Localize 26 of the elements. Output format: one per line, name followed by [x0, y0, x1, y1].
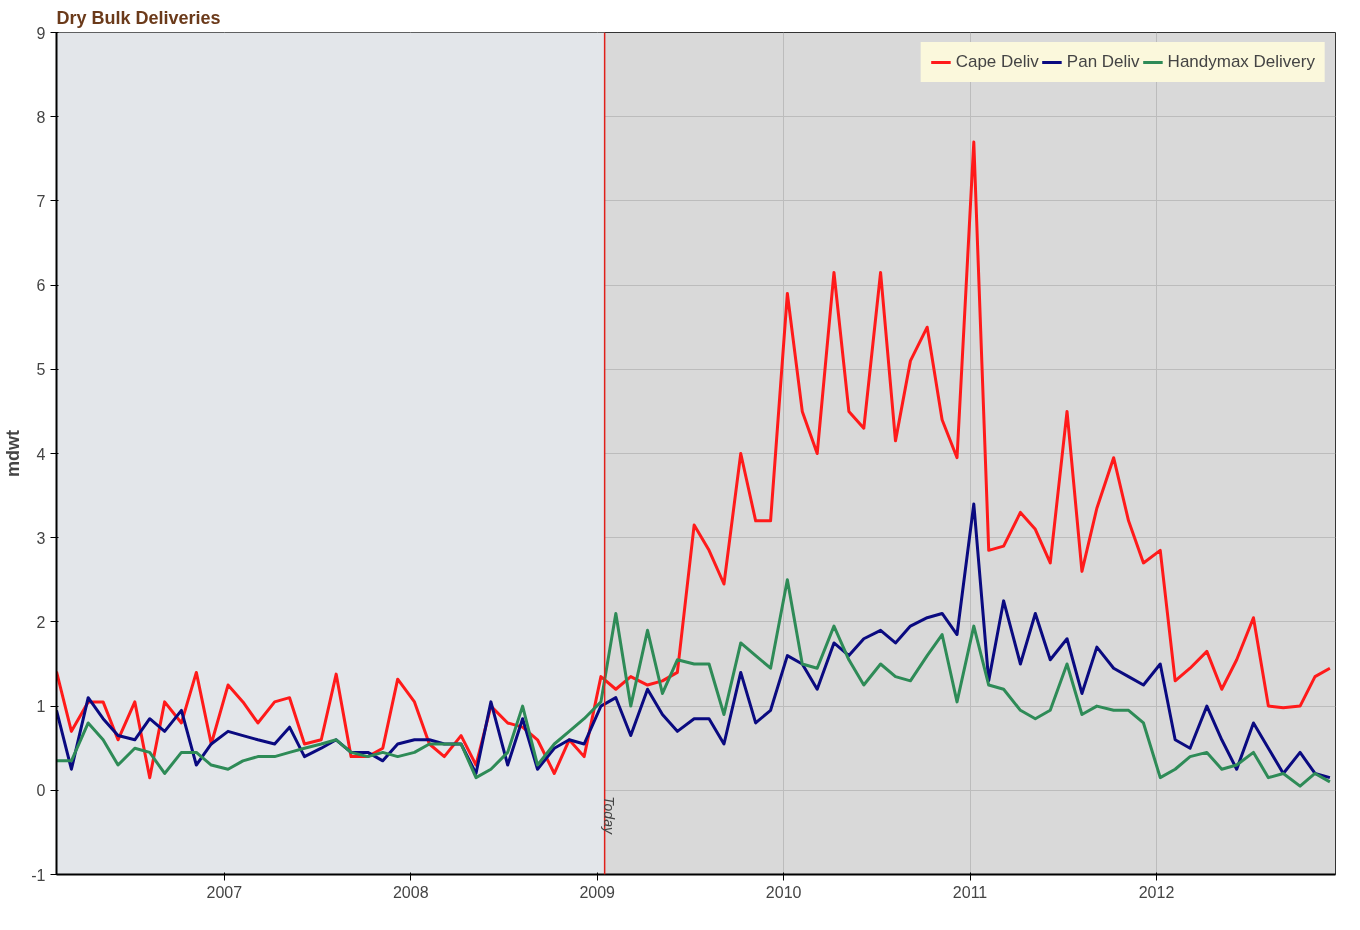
line-series	[56, 502, 1332, 780]
x-tick-label: 2008	[392, 883, 429, 901]
y-tick-label: 7	[36, 192, 46, 210]
y-tick-label: 1	[36, 698, 46, 716]
x-tick-label: 2007	[206, 883, 243, 901]
y-tick-label: 3	[36, 529, 46, 547]
line-series	[56, 578, 1332, 788]
ref-line-label: Today	[600, 796, 617, 835]
line-series	[56, 140, 1332, 780]
y-tick-label: 4	[36, 445, 46, 463]
y-tick-label: 0	[36, 782, 46, 800]
y-tick-label: 2	[36, 613, 46, 631]
x-tick-label: 2009	[579, 883, 616, 901]
x-tick-label: 2012	[1138, 883, 1175, 901]
legend-label: Handymax Delivery	[1167, 52, 1315, 72]
y-tick-label: 8	[36, 108, 46, 126]
legend-label: Pan Deliv	[1066, 52, 1140, 72]
chart-title: Dry Bulk Deliveries	[56, 7, 221, 28]
y-tick-label: 5	[36, 361, 46, 379]
legend-label: Cape Deliv	[955, 52, 1039, 72]
y-tick-label: -1	[31, 866, 46, 884]
y-axis-title: mdwt	[3, 430, 24, 477]
x-tick-label: 2011	[952, 883, 988, 901]
y-tick-label: 9	[36, 24, 46, 42]
y-tick-label: 6	[36, 277, 46, 295]
x-tick-label: 2010	[765, 883, 802, 901]
